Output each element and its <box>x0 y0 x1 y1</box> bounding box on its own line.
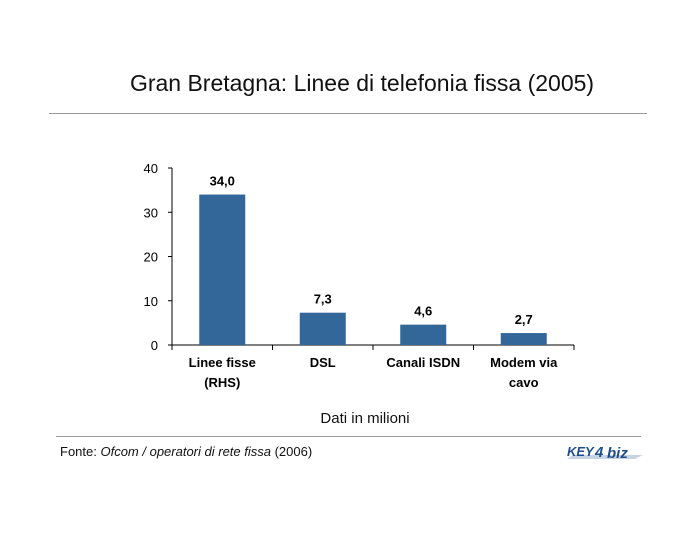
source-name: Ofcom / operatori di rete fissa <box>100 444 271 459</box>
y-tick-label: 30 <box>144 205 158 220</box>
category-label: Linee fisse <box>189 355 256 370</box>
bar <box>299 312 346 345</box>
x-axis-label: Dati in milioni <box>320 410 410 427</box>
y-tick-label: 40 <box>144 161 158 176</box>
source-note: Fonte: Ofcom / operatori di rete fissa (… <box>60 444 312 459</box>
data-label: 2,7 <box>515 312 533 327</box>
source-suffix: (2006) <box>270 444 313 459</box>
svg-text:biz: biz <box>607 445 628 462</box>
svg-text:KEY: KEY <box>567 444 595 459</box>
category-label: (RHS) <box>204 375 240 390</box>
bar <box>500 333 547 345</box>
key4biz-logo: KEY 4 biz <box>567 444 643 462</box>
category-label: cavo <box>509 375 539 390</box>
bar <box>199 194 246 345</box>
title-divider <box>49 113 647 114</box>
data-label: 7,3 <box>314 292 332 307</box>
data-label: 4,6 <box>414 304 432 319</box>
bar <box>400 324 447 345</box>
svg-text:4: 4 <box>594 444 604 461</box>
y-tick-label: 10 <box>144 294 158 309</box>
footer-divider <box>56 436 641 437</box>
category-label: DSL <box>310 355 336 370</box>
bar-chart: 0 10 20 30 40 34,0 Linee fisse (RHS) 7,3 DSL 4,6 Ca… <box>144 161 575 390</box>
chart-title: Gran Bretagna: Linee di telefonia fissa … <box>129 70 595 96</box>
category-label: Modem via <box>490 355 558 370</box>
y-tick-label: 0 <box>151 338 158 353</box>
source-prefix: Fonte: <box>60 444 101 459</box>
category-label: Canali ISDN <box>386 355 460 370</box>
y-tick-label: 20 <box>144 250 158 265</box>
data-label: 34,0 <box>210 174 235 189</box>
